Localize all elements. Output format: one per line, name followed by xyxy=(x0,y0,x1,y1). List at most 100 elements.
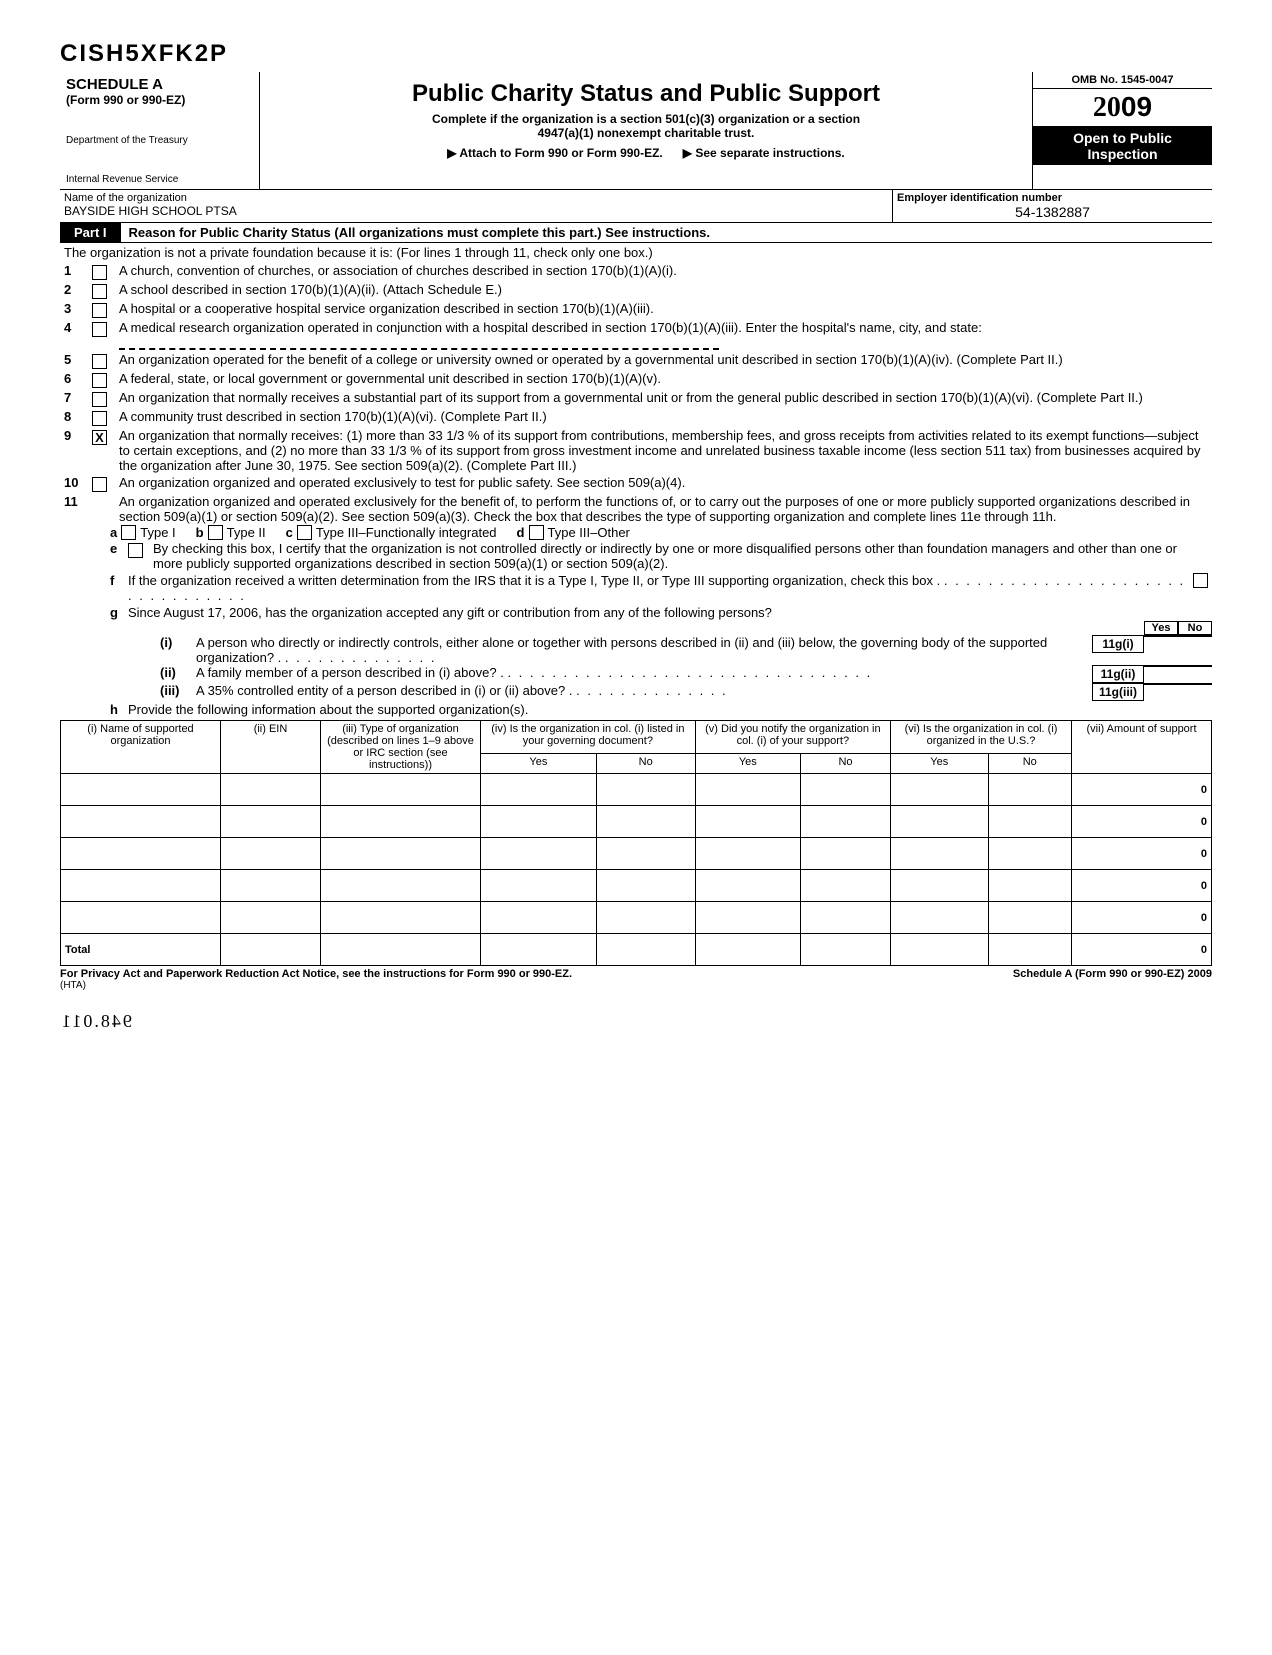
no-header: No xyxy=(1178,621,1212,635)
col-governing: (iv) Is the organization in col. (i) lis… xyxy=(481,721,696,754)
line-gi: (i) A person who directly or indirectly … xyxy=(60,635,1212,665)
gii-no[interactable] xyxy=(1178,665,1212,667)
line-7: 7 An organization that normally receives… xyxy=(60,389,1212,408)
ref-giii: 11g(iii) xyxy=(1092,683,1144,701)
line-g: g Since August 17, 2006, has the organiz… xyxy=(60,604,1212,621)
letter-g: g xyxy=(110,605,128,620)
open-public: Open to Public Inspection xyxy=(1033,127,1212,165)
open-line2: Inspection xyxy=(1033,146,1212,162)
text-2: A school described in section 170(b)(1)(… xyxy=(119,282,1208,297)
checkbox-type-c[interactable] xyxy=(297,525,312,540)
text-g: Since August 17, 2006, has the organizat… xyxy=(128,605,1208,620)
text-f-span: If the organization received a written d… xyxy=(128,573,940,588)
checkbox-10[interactable] xyxy=(92,477,107,492)
dots-gi xyxy=(285,650,437,665)
checkbox-9[interactable]: X xyxy=(92,430,107,445)
line-9: 9 X An organization that normally receiv… xyxy=(60,427,1212,474)
form-number: (Form 990 or 990-EZ) xyxy=(66,93,253,107)
checkbox-4[interactable] xyxy=(92,322,107,337)
attach-line: ▶ Attach to Form 990 or Form 990-EZ. ▶ S… xyxy=(270,146,1022,160)
gi-no[interactable] xyxy=(1178,635,1212,637)
line-gii: (ii) A family member of a person describ… xyxy=(60,665,1212,683)
type-a-letter: a xyxy=(110,525,117,540)
open-line1: Open to Public xyxy=(1033,130,1212,146)
checkbox-1[interactable] xyxy=(92,265,107,280)
text-gii-span: A family member of a person described in… xyxy=(196,665,504,680)
line-1: 1 A church, convention of churches, or a… xyxy=(60,262,1212,281)
type-a-label: Type I xyxy=(140,525,175,540)
org-name: BAYSIDE HIGH SCHOOL PTSA xyxy=(64,204,888,218)
us-yes: Yes xyxy=(891,754,989,774)
checkbox-type-b[interactable] xyxy=(208,525,223,540)
col-name: (i) Name of supported organization xyxy=(61,721,221,774)
type-c-label: Type III–Functionally integrated xyxy=(316,525,497,540)
checkbox-6[interactable] xyxy=(92,373,107,388)
checkbox-e[interactable] xyxy=(128,543,143,558)
form-title: Public Charity Status and Public Support xyxy=(270,80,1022,108)
subtitle-1: Complete if the organization is a sectio… xyxy=(270,112,1022,126)
num-9: 9 xyxy=(64,428,92,443)
dept-treasury: Department of the Treasury xyxy=(66,135,253,146)
gii-yes[interactable] xyxy=(1144,665,1178,667)
roman-i: (i) xyxy=(160,635,196,650)
num-2: 2 xyxy=(64,282,92,297)
gov-yes: Yes xyxy=(481,754,597,774)
line-3: 3 A hospital or a cooperative hospital s… xyxy=(60,300,1212,319)
checkbox-8[interactable] xyxy=(92,411,107,426)
amt-5: 0 xyxy=(1072,902,1212,934)
gi-yes[interactable] xyxy=(1144,635,1178,637)
see-separate: ▶ See separate instructions. xyxy=(683,146,845,160)
org-cell: Name of the organization BAYSIDE HIGH SC… xyxy=(60,190,892,222)
letter-f: f xyxy=(110,573,128,588)
giii-yes[interactable] xyxy=(1144,683,1178,685)
roman-iii: (iii) xyxy=(160,683,196,698)
ein-label: Employer identification number xyxy=(897,192,1208,204)
checkbox-5[interactable] xyxy=(92,354,107,369)
num-8: 8 xyxy=(64,409,92,424)
text-9: An organization that normally receives: … xyxy=(119,428,1208,473)
text-h: Provide the following information about … xyxy=(128,702,1208,717)
checkbox-type-a[interactable] xyxy=(121,525,136,540)
type-b-label: Type II xyxy=(227,525,266,540)
line-2: 2 A school described in section 170(b)(1… xyxy=(60,281,1212,300)
table-row: 0 xyxy=(61,870,1212,902)
text-7: An organization that normally receives a… xyxy=(119,390,1208,405)
text-6: A federal, state, or local government or… xyxy=(119,371,1208,386)
text-giii-span: A 35% controlled entity of a person desc… xyxy=(196,683,572,698)
org-label: Name of the organization xyxy=(64,192,888,204)
num-1: 1 xyxy=(64,263,92,278)
table-row: 0 xyxy=(61,774,1212,806)
total-amt: 0 xyxy=(1072,934,1212,966)
total-row: Total0 xyxy=(61,934,1212,966)
footer: For Privacy Act and Paperwork Reduction … xyxy=(60,966,1212,980)
checkbox-7[interactable] xyxy=(92,392,107,407)
checkbox-3[interactable] xyxy=(92,303,107,318)
col-type: (iii) Type of organization (described on… xyxy=(321,721,481,774)
col-us: (vi) Is the organization in col. (i) org… xyxy=(891,721,1072,754)
hospital-fill[interactable] xyxy=(119,338,719,350)
table-row: 0 xyxy=(61,902,1212,934)
line-e: e By checking this box, I certify that t… xyxy=(60,540,1212,572)
type-d-label: Type III–Other xyxy=(548,525,630,540)
part1-header: Part I Reason for Public Charity Status … xyxy=(60,223,1212,243)
text-8: A community trust described in section 1… xyxy=(119,409,1208,424)
text-gi: A person who directly or indirectly cont… xyxy=(196,635,1092,665)
giii-no[interactable] xyxy=(1178,683,1212,685)
text-gii: A family member of a person described in… xyxy=(196,665,1092,680)
not-no: No xyxy=(800,754,890,774)
checkbox-f[interactable] xyxy=(1193,573,1208,588)
line-giii: (iii) A 35% controlled entity of a perso… xyxy=(60,683,1212,701)
num-4: 4 xyxy=(64,320,92,335)
schedule-ref: Schedule A (Form 990 or 990-EZ) 2009 xyxy=(1013,968,1212,980)
checkbox-type-d[interactable] xyxy=(529,525,544,540)
num-10: 10 xyxy=(64,475,92,490)
checkbox-2[interactable] xyxy=(92,284,107,299)
year-prefix: 20 xyxy=(1093,92,1121,123)
omb-number: OMB No. 1545-0047 xyxy=(1033,72,1212,89)
ein-cell: Employer identification number 54-138288… xyxy=(892,190,1212,222)
letter-e: e xyxy=(110,541,128,556)
line-11: 11 An organization organized and operate… xyxy=(60,493,1212,525)
privacy-notice: For Privacy Act and Paperwork Reduction … xyxy=(60,968,1013,980)
text-10: An organization organized and operated e… xyxy=(119,475,1208,490)
type-d-letter: d xyxy=(517,525,525,540)
